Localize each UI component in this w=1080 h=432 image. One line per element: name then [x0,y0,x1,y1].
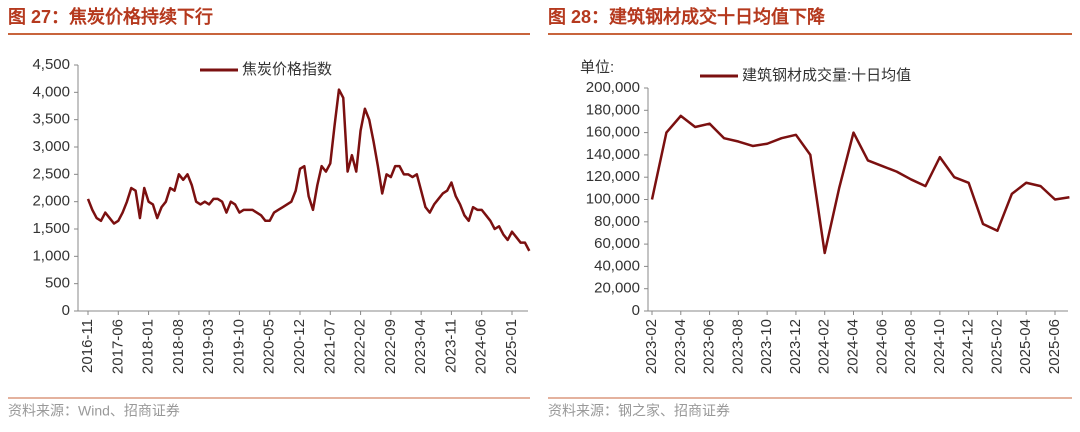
x-tick-label: 2025-02 [988,319,1005,374]
x-tick-label: 2023-11 [442,319,459,373]
x-tick-label: 2023-08 [729,319,746,374]
x-tick-label: 2017-06 [109,319,126,374]
x-tick-label: 2019-03 [200,319,217,374]
x-tick-label: 2024-08 [902,319,919,374]
x-tick-label: 2024-04 [844,319,861,374]
y-tick-label: 0 [632,302,640,319]
y-tick-label: 500 [45,275,70,292]
x-tick-label: 2018-08 [170,319,187,374]
x-tick-label: 2021-07 [321,319,338,374]
legend-label: 建筑钢材成交量:十日均值 [742,66,911,84]
x-tick-label: 2023-04 [412,319,429,374]
y-tick-label: 180,000 [586,101,640,118]
y-tick-label: 60,000 [594,235,640,252]
y-tick-label: 1,000 [32,247,70,264]
x-tick-label: 2025-01 [503,319,520,374]
y-tick-label: 160,000 [586,124,640,141]
data-line [650,114,1070,255]
y-tick-label: 100,000 [586,190,640,207]
x-tick-label: 2025-06 [1046,319,1063,374]
y-tick-label: 200,000 [586,79,640,96]
y-tick-label: 140,000 [586,146,640,163]
x-tick-label: 2018-01 [140,319,157,374]
x-tick-label: 2024-12 [960,319,977,374]
data-line [86,88,531,252]
y-tick-label: 0 [62,302,70,319]
y-tick-label: 2,000 [32,193,70,210]
x-tick-label: 2024-06 [473,319,490,374]
x-tick-label: 2016-11 [79,319,96,373]
x-tick-label: 2024-06 [873,319,890,374]
y-tick-label: 4,500 [32,56,70,73]
chart-title: 图 28：建筑钢材成交十日均值下降 [548,6,826,27]
legend-label: 焦炭价格指数 [242,61,332,78]
x-tick-label: 2022-02 [352,319,369,374]
x-tick-label: 2023-04 [672,319,689,374]
x-tick-label: 2023-06 [701,319,718,374]
y-unit: 单位: [580,59,614,76]
y-tick-label: 120,000 [586,168,640,185]
x-tick-label: 2023-12 [787,319,804,374]
x-tick-label: 2019-10 [230,319,247,374]
x-tick-label: 2023-02 [643,319,660,374]
y-tick-label: 3,000 [32,138,70,155]
x-tick-label: 2022-09 [382,319,399,374]
x-tick-label: 2024-10 [931,319,948,374]
source: 资料来源：钢之家、招商证券 [548,403,730,419]
y-tick-label: 40,000 [594,257,640,274]
x-tick-label: 2025-04 [1017,319,1034,374]
chart-title: 图 27：焦炭价格持续下行 [8,6,213,27]
y-tick-label: 2,500 [32,165,70,182]
x-tick-label: 2020-12 [291,319,308,374]
y-tick-label: 3,500 [32,111,70,128]
x-tick-label: 2024-02 [816,319,833,374]
x-tick-label: 2023-10 [758,319,775,374]
x-tick-label: 2020-05 [261,319,278,374]
y-tick-label: 1,500 [32,220,70,237]
y-tick-label: 20,000 [594,280,640,297]
y-tick-label: 80,000 [594,213,640,230]
y-tick-label: 4,000 [32,83,70,100]
source: 资料来源：Wind、招商证券 [8,403,180,419]
